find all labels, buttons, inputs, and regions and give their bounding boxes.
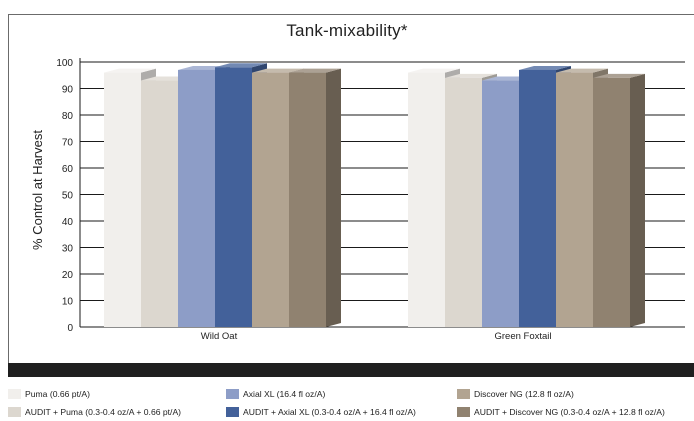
x-tick-label: Green Foxtail [494, 331, 551, 342]
bar-side [630, 73, 645, 328]
legend-label: AUDIT + Puma (0.3-0.4 oz/A + 0.66 pt/A) [25, 407, 182, 417]
legend-swatch [8, 407, 21, 417]
legend-label: AUDIT + Discover NG (0.3-0.4 oz/A + 12.8… [474, 407, 665, 417]
bar-front [215, 67, 252, 328]
y-tick-label: 80 [62, 111, 74, 122]
y-tick-label: 70 [62, 138, 74, 149]
bar-top [593, 73, 645, 78]
bar [289, 68, 341, 327]
bar-top [519, 65, 571, 70]
y-tick-label: 20 [62, 270, 74, 281]
legend-swatch [457, 389, 470, 399]
y-tick-label: 10 [62, 297, 74, 308]
y-axis-label: % Control at Harvest [30, 130, 45, 250]
bar-front [252, 72, 289, 327]
bar-top [289, 68, 341, 73]
bar-front [178, 69, 215, 327]
bars [104, 63, 645, 328]
bar-front [408, 72, 445, 327]
y-tick-label: 30 [62, 244, 74, 255]
bar [593, 73, 645, 328]
y-tick-label: 50 [62, 191, 74, 202]
legend-swatch [457, 407, 470, 417]
y-tick-label: 0 [67, 323, 73, 334]
bar-front [519, 69, 556, 327]
bar-chart: 0 10 20 30 40 50 60 70 80 90 100 Wild Oat Green Foxt… [30, 58, 685, 342]
legend-swatch [226, 407, 239, 417]
bar-front [593, 77, 630, 328]
legend-item: Axial XL (16.4 fl oz/A) [226, 387, 325, 401]
bar-front [104, 72, 141, 327]
y-tick-label: 60 [62, 164, 74, 175]
legend-swatch [226, 389, 239, 399]
chart-title: Tank-mixability* [286, 21, 408, 40]
bar-side [326, 68, 341, 327]
bar-top [556, 68, 608, 73]
bar-front [482, 80, 519, 327]
legend-label: AUDIT + Axial XL (0.3-0.4 oz/A + 16.4 fl… [243, 407, 416, 417]
bar-front [141, 80, 178, 327]
legend-item: Puma (0.66 pt/A) [8, 387, 90, 401]
bar-top [252, 68, 304, 73]
legend-swatch [8, 389, 21, 399]
legend-item: AUDIT + Discover NG (0.3-0.4 oz/A + 12.8… [457, 405, 665, 419]
y-tick-label: 90 [62, 85, 74, 96]
bar-top [408, 68, 460, 73]
axes: 0 10 20 30 40 50 60 70 80 90 100 Wild Oat Green Foxt… [56, 58, 552, 342]
legend: Puma (0.66 pt/A) AUDIT + Puma (0.3-0.4 oz… [0, 386, 694, 421]
legend-label: Puma (0.66 pt/A) [25, 389, 90, 399]
legend-label: Axial XL (16.4 fl oz/A) [243, 389, 326, 399]
bar-front [289, 72, 326, 327]
divider-band [8, 363, 694, 377]
bar-top [215, 63, 267, 68]
bar-front [445, 77, 482, 328]
y-tick-label: 100 [56, 58, 73, 69]
bar-front [556, 72, 593, 327]
legend-item: Discover NG (12.8 fl oz/A) [457, 387, 574, 401]
bar-top [104, 68, 156, 73]
legend-label: Discover NG (12.8 fl oz/A) [474, 389, 574, 399]
y-tick-label: 40 [62, 217, 74, 228]
x-tick-label: Wild Oat [201, 331, 238, 342]
legend-item: AUDIT + Axial XL (0.3-0.4 oz/A + 16.4 fl… [226, 405, 416, 419]
bar-top [445, 73, 497, 78]
legend-item: AUDIT + Puma (0.3-0.4 oz/A + 0.66 pt/A) [8, 405, 181, 419]
